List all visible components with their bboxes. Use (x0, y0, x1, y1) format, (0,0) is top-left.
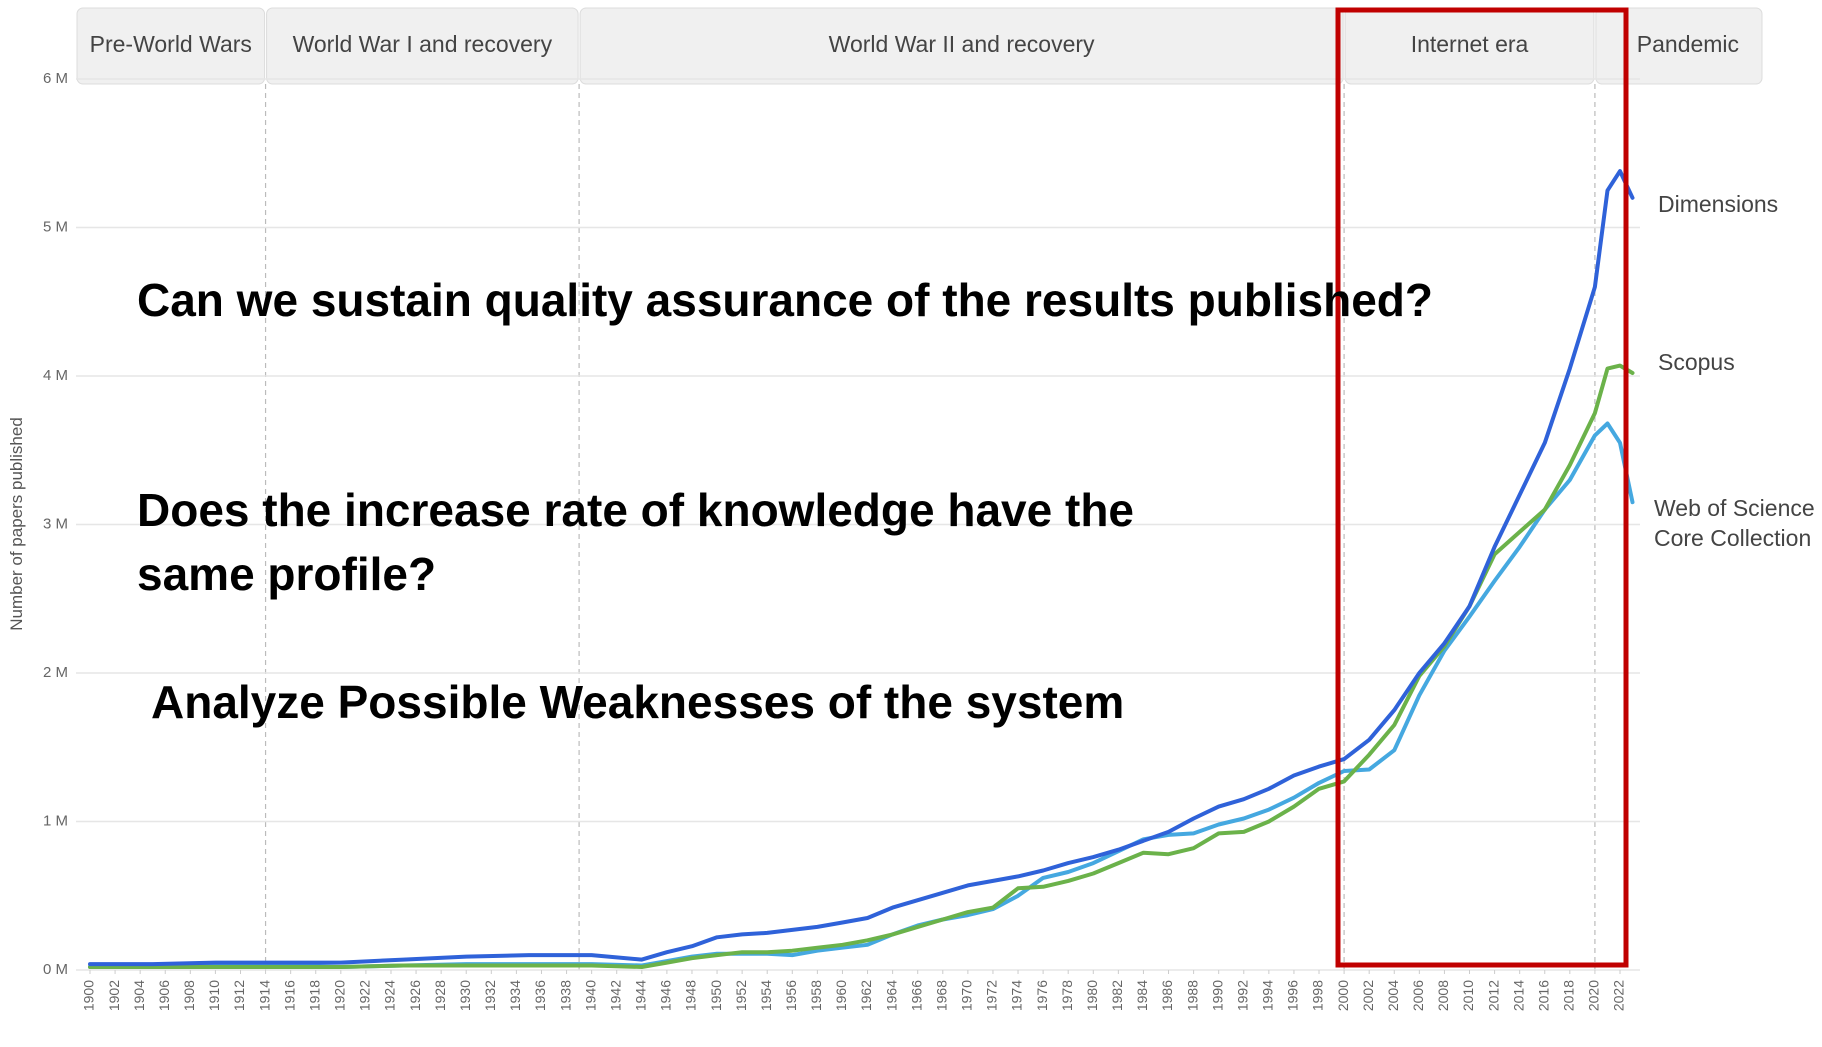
x-tick-label: 1908 (181, 980, 197, 1011)
series-label: Scopus (1658, 349, 1735, 375)
x-tick-label: 1994 (1260, 980, 1276, 1011)
x-tick-label: 1984 (1134, 980, 1150, 1011)
x-tick-label: 1988 (1184, 980, 1200, 1011)
annotation: Analyze Possible Weaknesses of the syste… (151, 676, 1125, 728)
x-tick-label: 1900 (81, 980, 97, 1011)
x-tick-label: 1978 (1059, 980, 1075, 1011)
x-tick-label: 1958 (808, 980, 824, 1011)
x-tick-label: 1982 (1109, 980, 1125, 1011)
x-tick-label: 1962 (858, 980, 874, 1011)
x-tick-label: 2010 (1460, 980, 1476, 1011)
x-tick-label: 1910 (206, 980, 222, 1011)
era-label: Internet era (1411, 31, 1529, 57)
era-header (76, 7, 266, 85)
x-tick-label: 2012 (1485, 980, 1501, 1011)
x-tick-label: 1960 (833, 980, 849, 1011)
x-tick-label: 1952 (733, 980, 749, 1011)
x-tick-label: 1964 (883, 980, 899, 1011)
x-tick-label: 2018 (1561, 980, 1577, 1011)
x-tick-label: 2000 (1335, 980, 1351, 1011)
era-header (266, 7, 579, 85)
x-tick-label: 1928 (432, 980, 448, 1011)
x-tick-label: 2022 (1611, 980, 1627, 1011)
y-tick-label: 2 M (43, 664, 68, 681)
x-tick-label: 1922 (357, 980, 373, 1011)
x-tick-label: 1992 (1234, 980, 1250, 1011)
x-tick-label: 1906 (156, 980, 172, 1011)
x-tick-label: 1996 (1285, 980, 1301, 1011)
annotation: Can we sustain quality assurance of the … (137, 274, 1433, 326)
x-tick-label: 1986 (1159, 980, 1175, 1011)
x-tick-label: 1924 (382, 980, 398, 1011)
x-tick-label: 1948 (683, 980, 699, 1011)
x-tick-label: 1972 (984, 980, 1000, 1011)
x-tick-label: 2020 (1586, 980, 1602, 1011)
y-tick-label: 5 M (43, 218, 68, 235)
y-tick-label: 3 M (43, 515, 68, 532)
x-tick-label: 1938 (557, 980, 573, 1011)
era-label: World War II and recovery (829, 31, 1095, 57)
x-tick-label: 1966 (908, 980, 924, 1011)
highlight-box (1335, 7, 1629, 968)
x-tick-label: 1904 (131, 980, 147, 1011)
x-tick-label: 1998 (1310, 980, 1326, 1011)
x-tick-label: 1902 (106, 980, 122, 1011)
era-header (579, 7, 1344, 85)
x-tick-label: 1934 (507, 980, 523, 1011)
series-label: Dimensions (1658, 191, 1779, 217)
x-tick-label: 1920 (332, 980, 348, 1011)
series-label: Web of Science Core Collection (1654, 495, 1815, 551)
x-tick-label: 1950 (708, 980, 724, 1011)
x-tick-label: 2008 (1435, 980, 1451, 1011)
x-tick-label: 1914 (256, 980, 272, 1011)
era-header (1595, 7, 1763, 85)
y-axis-label: Number of papers published (7, 417, 26, 631)
x-tick-label: 2004 (1385, 980, 1401, 1011)
x-tick-label: 1926 (407, 980, 423, 1011)
era-label: Pre-World Wars (90, 31, 252, 57)
x-tick-label: 1970 (959, 980, 975, 1011)
x-tick-label: 1936 (532, 980, 548, 1011)
x-tick-label: 1946 (658, 980, 674, 1011)
x-tick-label: 1930 (457, 980, 473, 1011)
series-line (88, 169, 1635, 967)
x-tick-label: 2002 (1360, 980, 1376, 1011)
x-tick-label: 1918 (306, 980, 322, 1011)
y-tick-label: 1 M (43, 812, 68, 829)
x-tick-label: 1916 (281, 980, 297, 1011)
x-tick-label: 1974 (1009, 980, 1025, 1011)
y-tick-label: 4 M (43, 367, 68, 384)
x-tick-label: 1944 (633, 980, 649, 1011)
x-tick-label: 2006 (1410, 980, 1426, 1011)
annotation: Does the increase rate of knowledge have… (137, 484, 1134, 600)
series-line (88, 363, 1635, 969)
y-tick-label: 6 M (43, 70, 68, 87)
x-tick-label: 1942 (607, 980, 623, 1011)
x-tick-label: 1932 (482, 980, 498, 1011)
x-tick-label: 1954 (758, 980, 774, 1011)
x-tick-label: 1940 (582, 980, 598, 1011)
y-tick-label: 0 M (43, 961, 68, 978)
era-label: Pandemic (1637, 31, 1739, 57)
era-label: World War I and recovery (293, 31, 553, 57)
x-tick-label: 1976 (1034, 980, 1050, 1011)
x-tick-label: 1912 (231, 980, 247, 1011)
x-tick-label: 2014 (1510, 980, 1526, 1011)
x-tick-label: 1980 (1084, 980, 1100, 1011)
x-tick-label: 1968 (933, 980, 949, 1011)
x-tick-label: 2016 (1535, 980, 1551, 1011)
x-tick-label: 1990 (1209, 980, 1225, 1011)
x-tick-label: 1956 (783, 980, 799, 1011)
